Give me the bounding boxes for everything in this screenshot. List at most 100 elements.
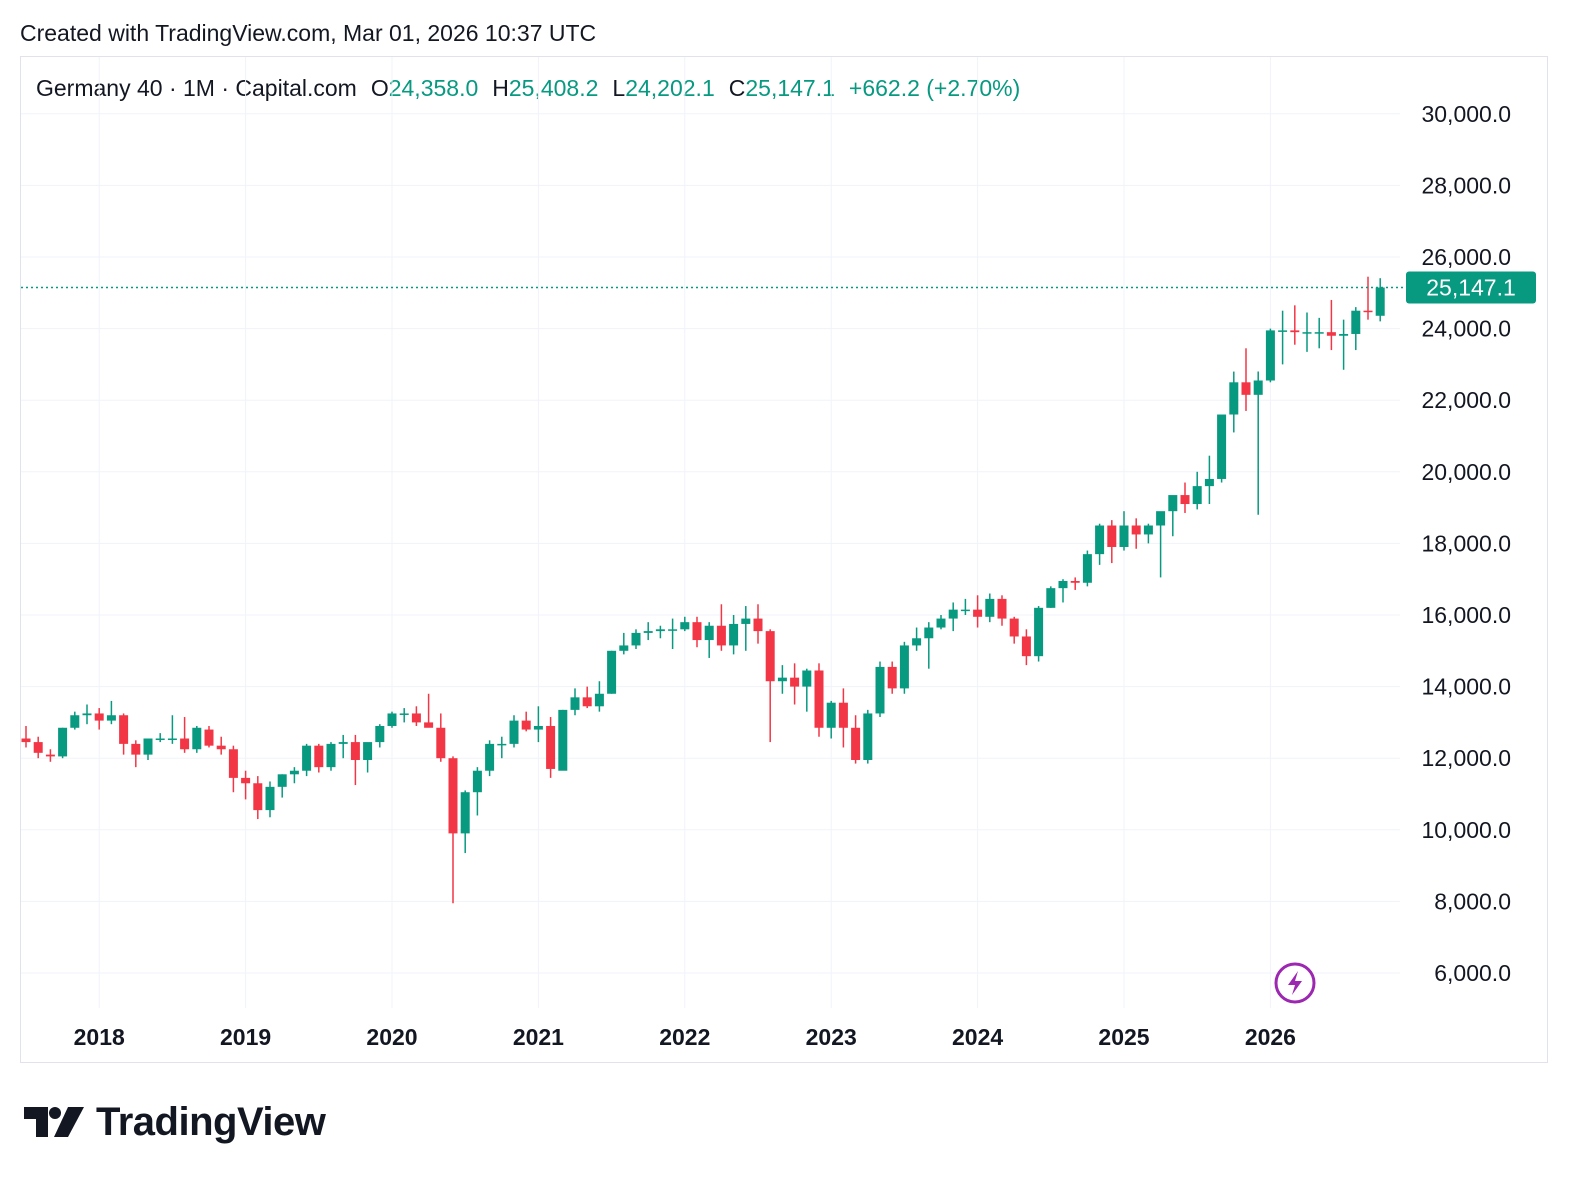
candle bbox=[277, 774, 287, 798]
candle-body bbox=[82, 713, 92, 716]
candle bbox=[94, 708, 104, 730]
candle bbox=[497, 736, 507, 759]
candle bbox=[1095, 523, 1105, 565]
last-price-badge bbox=[1406, 271, 1536, 304]
candle bbox=[180, 717, 190, 753]
candle bbox=[485, 740, 495, 777]
candle bbox=[851, 715, 861, 764]
candle-body bbox=[387, 713, 397, 726]
candle-body bbox=[1339, 333, 1349, 336]
candle-body bbox=[851, 727, 861, 760]
candle-body bbox=[338, 742, 348, 744]
candle bbox=[546, 717, 556, 778]
x-tick-label: 2026 bbox=[1245, 1024, 1296, 1050]
candle-body bbox=[21, 738, 31, 743]
candle-body bbox=[180, 738, 190, 750]
legend-symbol[interactable]: Germany 40 · 1M · Capital.com bbox=[36, 75, 357, 101]
candle-body bbox=[265, 786, 275, 811]
candle-body bbox=[460, 792, 470, 834]
candle-body bbox=[155, 738, 165, 741]
candle-body bbox=[838, 702, 848, 728]
candle bbox=[58, 727, 68, 759]
candle-body bbox=[1143, 525, 1153, 535]
candle-body bbox=[985, 598, 995, 617]
candle-body bbox=[521, 720, 531, 730]
candle-body bbox=[424, 722, 434, 728]
chart-frame bbox=[20, 56, 1548, 1063]
candle bbox=[82, 704, 92, 725]
candle bbox=[558, 709, 568, 771]
candle bbox=[790, 663, 800, 705]
candle-body bbox=[192, 727, 202, 750]
candle-body bbox=[289, 770, 299, 775]
candle-body bbox=[790, 677, 800, 687]
candle-body bbox=[802, 670, 812, 687]
candle-body bbox=[1168, 495, 1178, 512]
candle bbox=[1253, 371, 1263, 515]
candle-body bbox=[704, 625, 714, 641]
candle bbox=[533, 706, 543, 743]
candle-body bbox=[302, 745, 312, 771]
candle bbox=[875, 661, 885, 718]
candle-body bbox=[1241, 382, 1251, 395]
candle-body bbox=[594, 693, 604, 707]
candle bbox=[1326, 299, 1336, 351]
candle-body bbox=[485, 743, 495, 771]
last-price-label: 25,147.1 bbox=[1426, 275, 1516, 301]
candle-body bbox=[216, 745, 226, 750]
x-tick-label: 2025 bbox=[1098, 1024, 1149, 1050]
candle bbox=[1351, 307, 1361, 351]
candle-body bbox=[436, 727, 446, 759]
candle-body bbox=[509, 720, 519, 744]
legend-close-value: 25,147.1 bbox=[745, 75, 835, 101]
candle-body bbox=[1119, 525, 1129, 547]
candle bbox=[350, 734, 360, 786]
chart-legend: Germany 40 · 1M · Capital.com O24,358.0 H2… bbox=[36, 75, 1020, 102]
candle bbox=[948, 602, 958, 632]
legend-low-label: L bbox=[612, 75, 626, 101]
candle bbox=[716, 604, 726, 651]
candle bbox=[509, 715, 519, 748]
candle-body bbox=[1192, 486, 1202, 505]
candle-body bbox=[314, 745, 324, 768]
candle-body bbox=[607, 650, 617, 694]
candle-body bbox=[241, 777, 251, 784]
candle-body bbox=[375, 725, 385, 743]
candle bbox=[1070, 577, 1080, 590]
candle-body bbox=[729, 623, 739, 646]
candle-body bbox=[1082, 554, 1092, 583]
candle bbox=[33, 736, 43, 759]
candle bbox=[472, 767, 482, 816]
legend-high-label: H bbox=[492, 75, 509, 101]
candle bbox=[216, 736, 226, 755]
candle bbox=[704, 622, 714, 658]
y-tick-label: 18,000.0 bbox=[1421, 530, 1511, 556]
candle-body bbox=[45, 754, 55, 757]
candle-body bbox=[765, 631, 775, 682]
x-tick-label: 2020 bbox=[366, 1024, 417, 1050]
candle bbox=[521, 711, 531, 732]
candle bbox=[1204, 455, 1214, 505]
candle-body bbox=[1302, 332, 1312, 334]
y-tick-label: 24,000.0 bbox=[1421, 316, 1511, 342]
candle-body bbox=[33, 742, 43, 753]
candle-body bbox=[350, 742, 360, 760]
candle bbox=[899, 641, 909, 694]
legend-low-value: 24,202.1 bbox=[625, 75, 715, 101]
candle-body bbox=[363, 742, 373, 760]
lightning-icon[interactable] bbox=[1274, 962, 1316, 1004]
candle bbox=[1229, 371, 1239, 433]
candle bbox=[1217, 414, 1227, 483]
candle bbox=[436, 713, 446, 762]
candle bbox=[241, 770, 251, 800]
candle bbox=[363, 742, 373, 773]
candle-body bbox=[228, 749, 238, 778]
grid-lines bbox=[21, 57, 1400, 1008]
candle bbox=[1339, 319, 1349, 370]
tradingview-logo[interactable]: TradingView bbox=[24, 1100, 326, 1144]
x-tick-label: 2024 bbox=[952, 1024, 1003, 1050]
candle-body bbox=[1034, 607, 1044, 657]
candle bbox=[45, 749, 55, 762]
candle-body bbox=[94, 713, 104, 721]
